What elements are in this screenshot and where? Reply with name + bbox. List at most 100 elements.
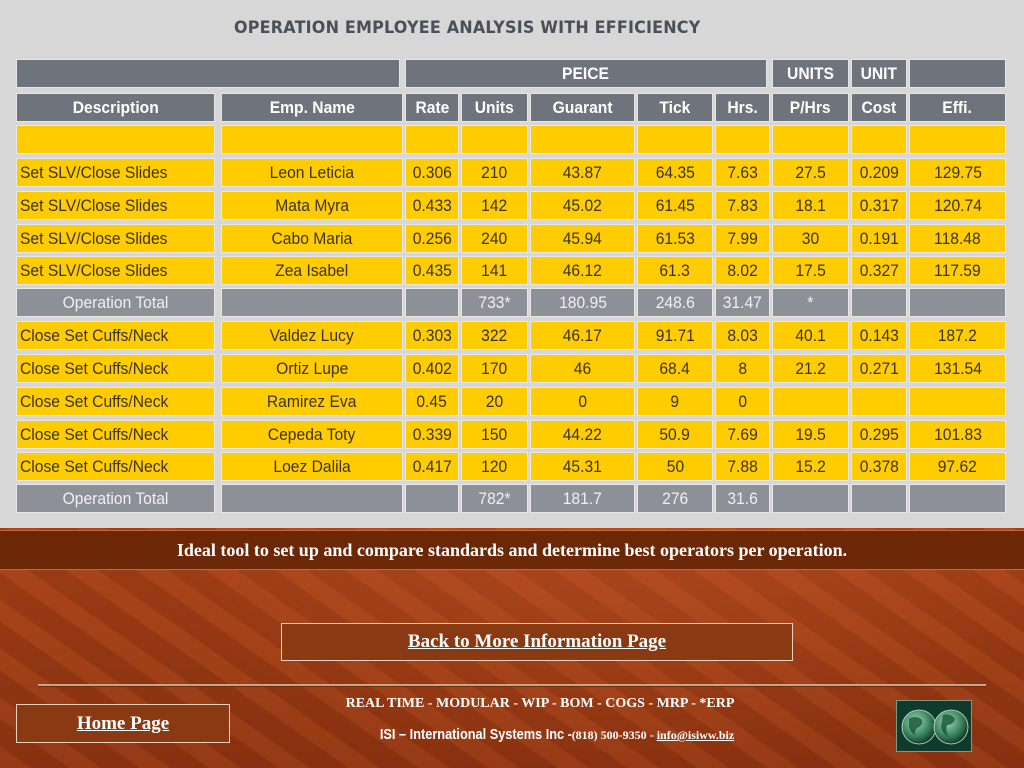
data-cell-hrs: 7.69 [715, 420, 770, 449]
footer-divider [38, 684, 986, 687]
total-cell-tick: 248.6 [637, 288, 713, 317]
data-cell-units: 150 [461, 420, 528, 449]
data-cell-rate: 0.303 [405, 321, 459, 350]
column-header-description: Description [16, 93, 215, 122]
data-cell-hrs: 8.03 [715, 321, 770, 350]
data-cell-description: Close Set Cuffs/Neck [16, 354, 215, 383]
total-cell-guarant: 181.7 [530, 484, 635, 513]
total-cell-effi [909, 288, 1006, 317]
data-cell-effi: 187.2 [909, 321, 1006, 350]
data-cell-tick: 9 [637, 387, 713, 416]
data-cell-guarant: 43.87 [530, 158, 635, 187]
data-cell-description: Set SLV/Close Slides [16, 158, 215, 187]
data-cell-hrs: 8 [715, 354, 770, 383]
column-header-cost: Cost [851, 93, 907, 122]
data-cell-description: Close Set Cuffs/Neck [16, 387, 215, 416]
data-cell-effi: 131.54 [909, 354, 1006, 383]
total-cell-p-hrs: * [772, 288, 849, 317]
data-cell-description: Set SLV/Close Slides [16, 191, 215, 220]
data-cell-description: Close Set Cuffs/Neck [16, 420, 215, 449]
data-cell-effi: 117.59 [909, 256, 1006, 285]
data-cell-units: 141 [461, 256, 528, 285]
group-header-units: UNITS [772, 59, 849, 88]
total-cell-emp-name [221, 288, 403, 317]
group-header-unit: UNIT [851, 59, 907, 88]
data-cell-cost: 0.295 [851, 420, 907, 449]
total-cell-units: 733* [461, 288, 528, 317]
data-cell-hrs: 7.88 [715, 452, 770, 481]
column-header-emp-name: Emp. Name [221, 93, 403, 122]
company-name: ISI – International Systems Inc - [379, 726, 572, 743]
total-cell-p-hrs [772, 484, 849, 513]
email-link[interactable]: info@isiww.biz [656, 728, 735, 742]
blank-cell-hrs [715, 125, 770, 154]
data-cell-units: 210 [461, 158, 528, 187]
group-header-blank [16, 59, 400, 88]
data-cell-description: Set SLV/Close Slides [16, 224, 215, 253]
data-cell-guarant: 0 [530, 387, 635, 416]
total-cell-guarant: 180.95 [530, 288, 635, 317]
data-cell-tick: 68.4 [637, 354, 713, 383]
total-cell-emp-name [221, 484, 403, 513]
data-cell-emp-name: Ortiz Lupe [221, 354, 403, 383]
data-cell-tick: 61.3 [637, 256, 713, 285]
group-header-blank-right [909, 59, 1006, 88]
data-cell-p-hrs: 40.1 [772, 321, 849, 350]
column-header-rate: Rate [405, 93, 459, 122]
total-cell-rate [405, 484, 459, 513]
data-cell-emp-name: Cabo Maria [221, 224, 403, 253]
data-cell-effi: 118.48 [909, 224, 1006, 253]
data-cell-effi: 97.62 [909, 452, 1006, 481]
data-cell-p-hrs: 19.5 [772, 420, 849, 449]
footer-tagline: REAL TIME - MODULAR - WIP - BOM - COGS -… [345, 696, 735, 711]
blank-cell-emp-name [221, 125, 403, 154]
data-cell-guarant: 44.22 [530, 420, 635, 449]
data-cell-emp-name: Loez Dalila [221, 452, 403, 481]
data-cell-rate: 0.417 [405, 452, 459, 481]
data-cell-units: 240 [461, 224, 528, 253]
globe-icon[interactable] [896, 700, 972, 752]
blank-cell-effi [909, 125, 1006, 154]
data-cell-hrs: 7.83 [715, 191, 770, 220]
data-cell-emp-name: Zea Isabel [221, 256, 403, 285]
data-cell-tick: 50.9 [637, 420, 713, 449]
data-cell-p-hrs: 30 [772, 224, 849, 253]
data-cell-guarant: 45.31 [530, 452, 635, 481]
blank-cell-p-hrs [772, 125, 849, 154]
blank-cell-guarant [530, 125, 635, 154]
total-cell-rate [405, 288, 459, 317]
data-cell-hrs: 8.02 [715, 256, 770, 285]
data-cell-p-hrs: 21.2 [772, 354, 849, 383]
data-cell-cost: 0.143 [851, 321, 907, 350]
back-to-more-information-link[interactable]: Back to More Information Page [407, 631, 667, 652]
data-cell-tick: 61.45 [637, 191, 713, 220]
blank-cell-description [16, 125, 215, 154]
home-page-link[interactable]: Home Page [76, 712, 170, 734]
data-cell-guarant: 46.12 [530, 256, 635, 285]
data-cell-rate: 0.402 [405, 354, 459, 383]
contact-separator: - [646, 728, 657, 742]
total-cell-units: 782* [461, 484, 528, 513]
globe-icon-graphic [901, 709, 969, 745]
data-cell-units: 322 [461, 321, 528, 350]
data-cell-tick: 61.53 [637, 224, 713, 253]
data-cell-hrs: 0 [715, 387, 770, 416]
data-cell-tick: 50 [637, 452, 713, 481]
data-cell-emp-name: Ramirez Eva [221, 387, 403, 416]
data-cell-emp-name: Cepeda Toty [221, 420, 403, 449]
data-cell-cost: 0.327 [851, 256, 907, 285]
data-cell-guarant: 46 [530, 354, 635, 383]
data-cell-cost: 0.317 [851, 191, 907, 220]
data-cell-hrs: 7.99 [715, 224, 770, 253]
total-cell-effi [909, 484, 1006, 513]
slide-caption: Ideal tool to set up and compare standar… [0, 530, 1024, 570]
data-cell-effi [909, 387, 1006, 416]
column-header-hrs: Hrs. [715, 93, 770, 122]
footer-contact: ISI – International Systems Inc - (818) … [290, 726, 790, 744]
total-cell-tick: 276 [637, 484, 713, 513]
data-cell-description: Close Set Cuffs/Neck [16, 321, 215, 350]
phone-number: (818) 500-9350 [571, 728, 647, 742]
employee-analysis-table-panel: OPERATION EMPLOYEE ANALYSIS WITH EFFICIE… [0, 0, 1024, 528]
data-cell-cost: 0.209 [851, 158, 907, 187]
data-cell-emp-name: Mata Myra [221, 191, 403, 220]
